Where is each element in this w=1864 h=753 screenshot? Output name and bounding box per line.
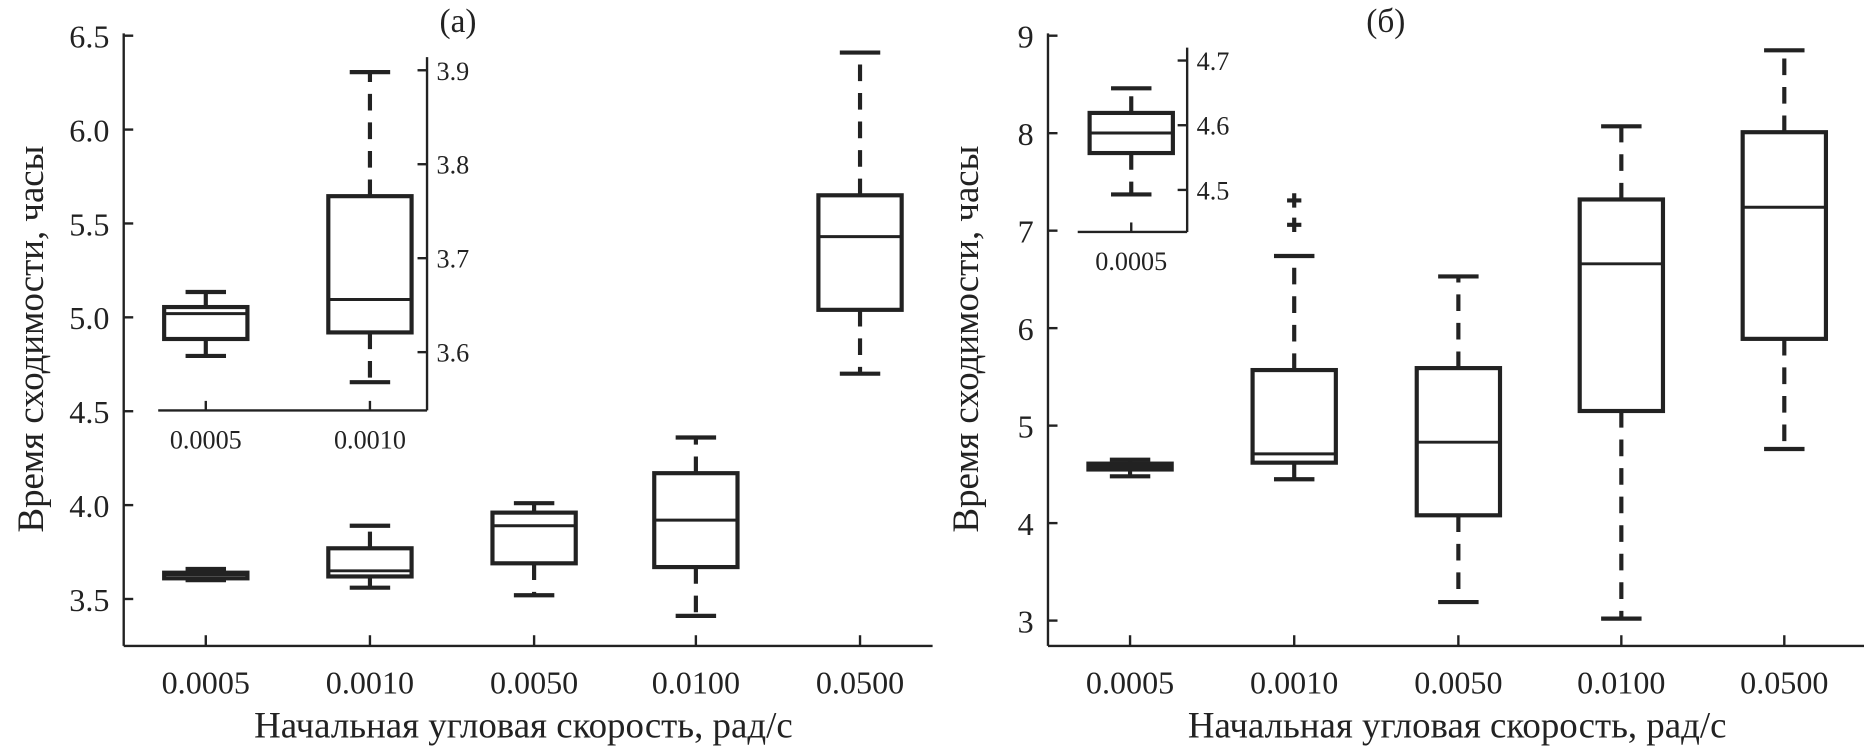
y-tick-label: 7: [1018, 214, 1034, 250]
y-tick-label: 4.5: [69, 394, 109, 430]
x-tick-label: 0.0050: [1414, 665, 1502, 701]
box: [490, 510, 578, 566]
y-tick-label: 5.5: [69, 206, 109, 242]
box-0: [1087, 86, 1175, 197]
inset-y-tick-label: 4.5: [1197, 176, 1230, 205]
box-3: [652, 435, 740, 618]
y-tick-label: 5.0: [69, 300, 109, 336]
box: [326, 194, 414, 335]
y-tick-label: 6: [1018, 311, 1034, 347]
y-tick-label: 8: [1018, 116, 1034, 152]
x-axis-label: Начальная угловая скорость, рад/с: [254, 705, 793, 746]
inset-y-tick-label: 4.6: [1197, 112, 1230, 141]
x-tick-label: 0.0005: [1086, 665, 1174, 701]
x-tick-label: 0.0005: [162, 665, 250, 701]
box: [816, 193, 904, 312]
panel-label: (б): [1366, 3, 1405, 40]
x-axis-label: Начальная угловая скорость, рад/с: [1188, 705, 1727, 746]
y-tick-label: 3: [1018, 603, 1034, 639]
x-tick-label: 0.0010: [1250, 665, 1338, 701]
box-1: [326, 523, 414, 590]
y-tick-label: 6.0: [69, 112, 109, 148]
y-tick-label: 9: [1018, 19, 1034, 55]
box-4: [816, 50, 904, 376]
inset-y-tick-label: 3.7: [437, 245, 470, 274]
inset-y-tick-label: 4.7: [1197, 47, 1230, 76]
inset-y-tick-label: 3.6: [437, 339, 470, 368]
box-0: [1086, 457, 1174, 479]
inset-y-tick-label: 3.9: [437, 57, 470, 86]
y-tick-label: 4: [1018, 506, 1034, 542]
x-tick-label: 0.0500: [816, 665, 904, 701]
inset-x-tick-label: 0.0010: [334, 425, 406, 454]
x-tick-label: 0.0100: [652, 665, 740, 701]
box-2: [1414, 274, 1503, 605]
panel-label: (a): [439, 3, 476, 40]
x-tick-label: 0.0100: [1577, 665, 1665, 701]
box: [1577, 197, 1666, 414]
y-axis-label: Время сходимости, часы: [945, 146, 986, 533]
box-1: [326, 70, 414, 385]
y-axis-label: Время сходимости, часы: [10, 146, 51, 533]
box-0: [162, 566, 250, 583]
box: [162, 304, 250, 342]
inset-plot: 4.5 4.6 4.7 0.0005: [1077, 47, 1230, 276]
box-4: [1740, 48, 1829, 452]
x-tick-label: 0.0050: [490, 665, 578, 701]
inset-x-tick-label: 0.0005: [170, 425, 242, 454]
box-0: [162, 289, 250, 358]
x-tick-label: 0.0010: [326, 665, 414, 701]
outlier-marker: [1287, 217, 1302, 232]
box-1: [1250, 193, 1338, 482]
panel-a: (a) Начальная угловая скорость, рад/с Вр…: [10, 3, 933, 746]
box-2: [490, 501, 578, 598]
box-3: [1577, 124, 1666, 621]
y-tick-label: 5: [1018, 409, 1034, 445]
inset-plot: 3.6 3.7 3.8 3.9 0.0005 0.0010: [158, 57, 470, 454]
y-tick-label: 4.0: [69, 488, 109, 524]
inset-x-tick-label: 0.0005: [1095, 247, 1167, 276]
y-tick-label: 3.5: [69, 582, 109, 618]
panel-b: (б) Начальная угловая скорость, рад/с Вр…: [945, 3, 1864, 746]
outlier-marker: [1287, 193, 1302, 208]
x-tick-label: 0.0500: [1740, 665, 1828, 701]
inset-y-tick-label: 3.8: [437, 151, 470, 180]
y-tick-label: 6.5: [69, 19, 109, 55]
box: [1740, 130, 1829, 341]
box: [1250, 367, 1338, 465]
